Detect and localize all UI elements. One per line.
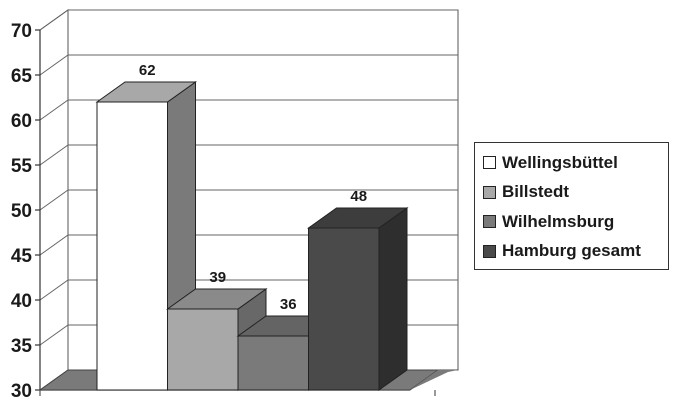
data-label: 48 bbox=[350, 188, 367, 205]
y-tick-label: 40 bbox=[11, 291, 32, 312]
data-label: 62 bbox=[139, 62, 156, 79]
bar-front bbox=[237, 335, 309, 391]
legend-label: Wellingsbüttel bbox=[502, 152, 618, 172]
legend-item: Wilhelmsburg bbox=[483, 207, 668, 237]
data-label: 36 bbox=[280, 296, 297, 313]
gridline bbox=[39, 9, 458, 31]
y-tick-label: 45 bbox=[11, 246, 33, 267]
legend-item: Wellingsbüttel bbox=[483, 148, 668, 178]
bar-billstedt bbox=[165, 288, 268, 391]
gridline bbox=[39, 189, 458, 211]
floor-edge bbox=[410, 370, 458, 390]
bar-front bbox=[96, 101, 168, 391]
y-tick-label: 65 bbox=[11, 66, 33, 87]
legend-swatch bbox=[483, 156, 496, 170]
bar-hamburg-gesamt bbox=[306, 207, 409, 391]
legend-label: Billstedt bbox=[502, 182, 570, 202]
legend-swatch bbox=[483, 244, 496, 258]
y-tick-label: 55 bbox=[11, 156, 33, 177]
legend-item: Hamburg gesamt bbox=[483, 237, 668, 267]
y-tick-label: 35 bbox=[11, 336, 33, 357]
y-tick-label: 70 bbox=[11, 21, 32, 42]
bar-front bbox=[308, 227, 380, 391]
y-tick-label: 50 bbox=[11, 201, 32, 222]
bar-side bbox=[378, 207, 408, 391]
y-tick-label: 30 bbox=[11, 381, 32, 402]
y-tick-labels: 30 35 40 45 50 55 60 65 70 bbox=[11, 21, 33, 402]
data-labels: 62 39 36 48 bbox=[139, 62, 367, 313]
legend-swatch bbox=[483, 185, 496, 199]
legend-label: Hamburg gesamt bbox=[502, 241, 641, 261]
data-label: 39 bbox=[209, 269, 226, 286]
legend-swatch bbox=[483, 215, 496, 229]
legend: Wellingsbüttel Billstedt Wilhelmsburg Hambu… bbox=[474, 142, 669, 270]
legend-label: Wilhelmsburg bbox=[502, 211, 615, 231]
gridline bbox=[39, 99, 458, 121]
legend-item: Billstedt bbox=[483, 178, 668, 208]
gridline bbox=[39, 144, 458, 166]
bar-front bbox=[167, 308, 239, 391]
gridline bbox=[39, 54, 458, 76]
y-tick-label: 60 bbox=[11, 111, 32, 132]
bars bbox=[95, 81, 409, 391]
